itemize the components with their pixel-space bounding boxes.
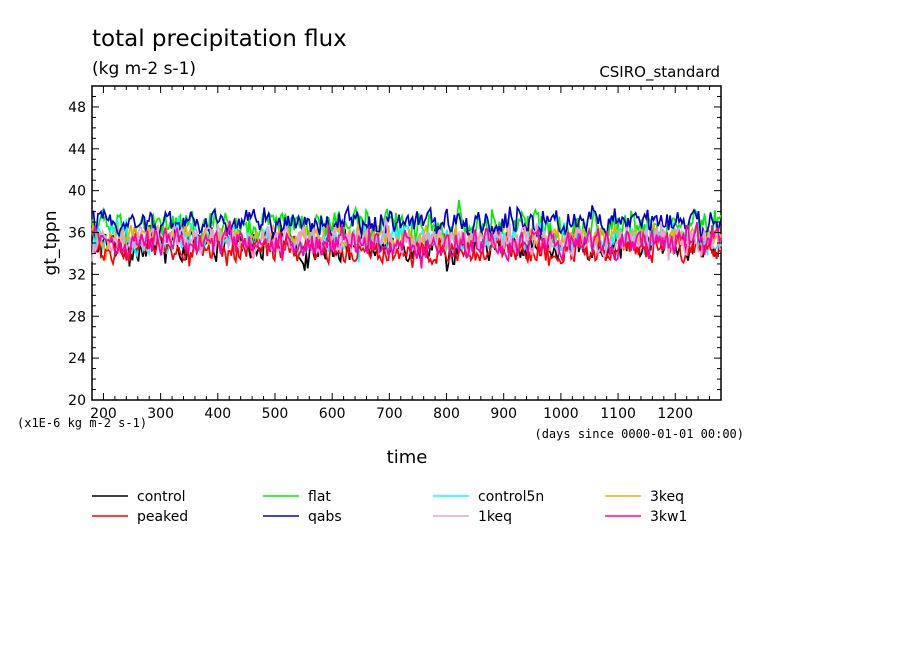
y-axis: 20 24 28 32 36 40 44 48 [68, 85, 721, 409]
y-tick-label: 28 [68, 309, 86, 325]
y-tick-label: 48 [68, 100, 86, 116]
series-line-3kw1 [91, 220, 722, 269]
x-tick-label: 600 [319, 406, 346, 422]
legend-label-control: control [137, 489, 186, 505]
y-tick-label: 40 [68, 184, 86, 200]
series-line-1keq [91, 218, 722, 262]
chart-title: total precipitation flux [92, 26, 347, 52]
legend-label-qabs: qabs [308, 509, 342, 525]
x-tick-label: 500 [262, 406, 289, 422]
source-label: CSIRO_standard [599, 63, 720, 82]
series-line-qabs [91, 203, 722, 243]
x-tick-label: 1100 [600, 406, 636, 422]
x-axis: 200 300 400 500 600 700 800 900 1000 1100 1200 [90, 86, 722, 422]
legend-label-control5n: control5n [478, 489, 544, 505]
legend-label-1keq: 1keq [478, 509, 512, 525]
x-tick-label: 900 [490, 406, 517, 422]
x-units-note: (days since 0000-01-01 00:00) [534, 427, 744, 441]
x-tick-label: 300 [147, 406, 174, 422]
legend-label-3keq: 3keq [650, 489, 684, 505]
y-tick-label: 44 [68, 142, 86, 158]
legend: control flat control5n 3keq peaked qabs 1keq 3k… [92, 489, 687, 525]
y-tick-label: 36 [68, 226, 86, 242]
x-tick-label: 800 [433, 406, 460, 422]
x-tick-label: 700 [376, 406, 403, 422]
y-axis-label: gt_tppn [41, 211, 61, 276]
x-tick-label: 200 [90, 406, 117, 422]
x-tick-label: 1200 [657, 406, 693, 422]
x-axis-label: time [387, 447, 428, 468]
y-units-note: (x1E-6 kg m-2 s-1) [17, 416, 147, 430]
chart-subtitle: (kg m-2 s-1) [92, 59, 196, 79]
y-tick-label: 24 [68, 351, 86, 367]
legend-label-flat: flat [308, 489, 331, 505]
y-tick-label: 20 [68, 393, 86, 409]
x-tick-label: 400 [204, 406, 231, 422]
series-layer [91, 199, 722, 272]
legend-label-peaked: peaked [137, 509, 188, 525]
legend-label-3kw1: 3kw1 [650, 509, 687, 525]
y-tick-label: 32 [68, 267, 86, 283]
x-tick-label: 1000 [543, 406, 579, 422]
